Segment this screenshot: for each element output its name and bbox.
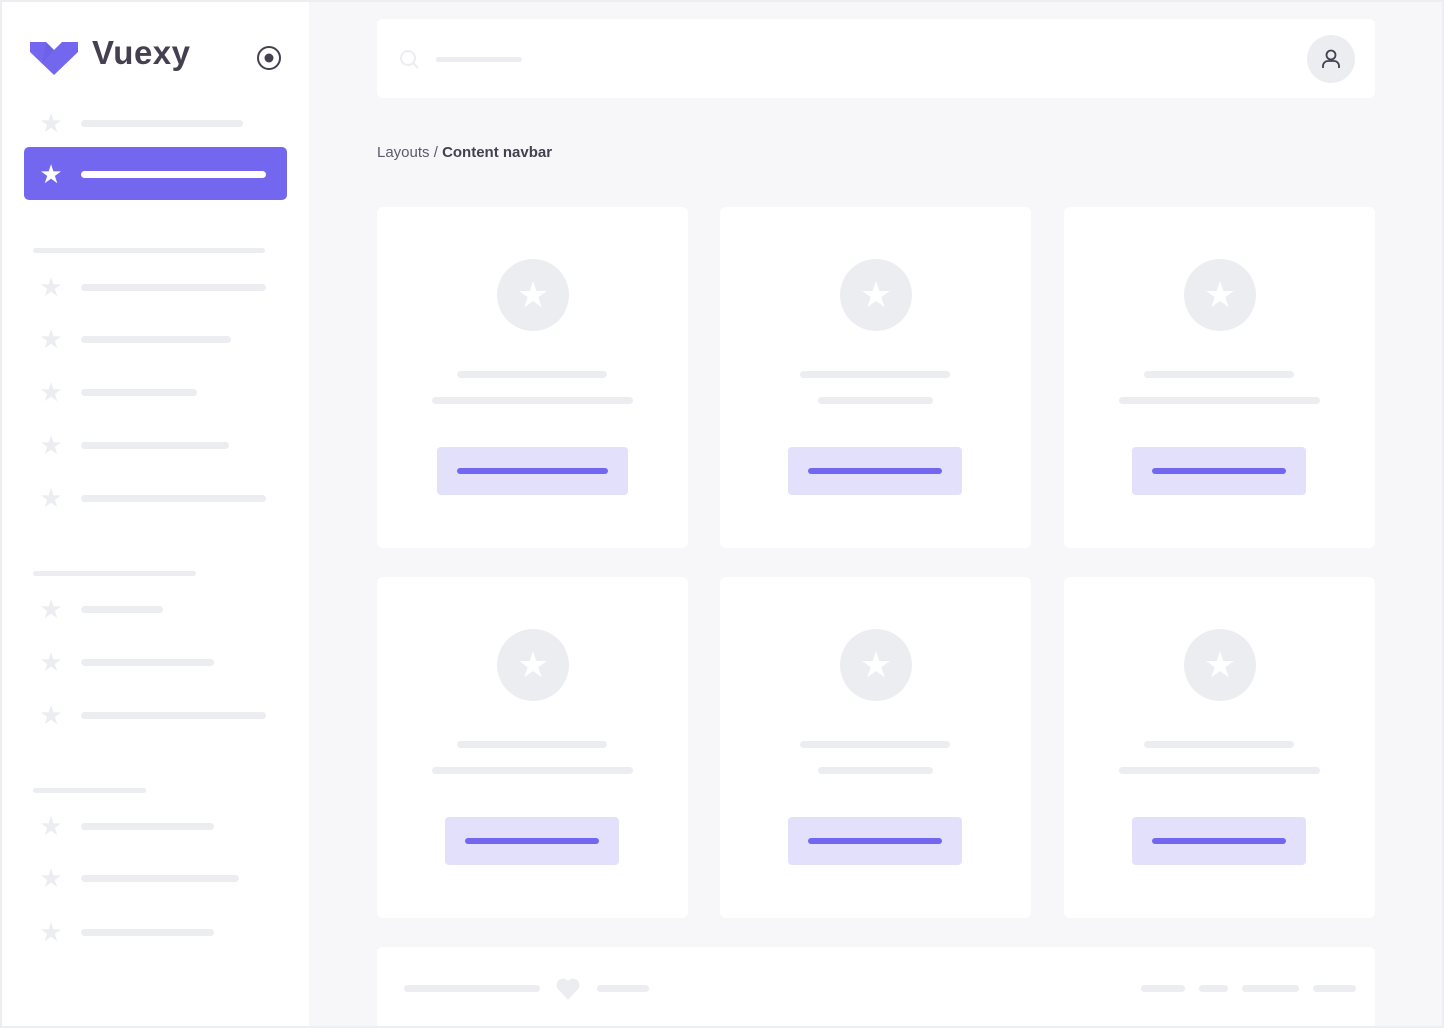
card-button[interactable] xyxy=(788,817,962,865)
star-icon: ★ xyxy=(39,594,63,624)
footer-link[interactable] xyxy=(1141,985,1185,992)
divider xyxy=(33,248,265,253)
star-icon: ★ xyxy=(497,259,569,331)
search-icon[interactable] xyxy=(399,49,421,71)
card-button[interactable] xyxy=(788,447,962,495)
card-button[interactable] xyxy=(437,447,628,495)
star-icon: ★ xyxy=(39,700,63,730)
star-icon: ★ xyxy=(840,259,912,331)
divider xyxy=(33,571,196,576)
star-icon: ★ xyxy=(840,629,912,701)
star-icon: ★ xyxy=(39,863,63,893)
user-icon xyxy=(1322,49,1340,68)
footer-link[interactable] xyxy=(1199,985,1228,992)
star-icon: ★ xyxy=(39,647,63,677)
card-button[interactable] xyxy=(1132,817,1306,865)
star-icon: ★ xyxy=(39,430,63,460)
card: ★ xyxy=(377,577,688,918)
card-button[interactable] xyxy=(1132,447,1306,495)
card: ★ xyxy=(720,207,1031,548)
star-icon: ★ xyxy=(1184,629,1256,701)
star-icon: ★ xyxy=(39,272,63,302)
footer-link[interactable] xyxy=(1242,985,1299,992)
breadcrumb-current: Content navbar xyxy=(442,144,553,161)
star-icon: ★ xyxy=(39,811,63,841)
star-icon: ★ xyxy=(39,324,63,354)
sidebar: Vuexy ★ ★ ★ ★ ★ ★ ★ ★ ★ ★ ★ ★ ★ xyxy=(2,2,309,1026)
star-icon: ★ xyxy=(39,159,63,189)
card: ★ xyxy=(377,207,688,548)
card: ★ xyxy=(1064,577,1375,918)
star-icon: ★ xyxy=(39,108,63,138)
breadcrumb-parent[interactable]: Layouts xyxy=(377,144,430,161)
vuexy-logo xyxy=(30,42,78,75)
heart-icon xyxy=(556,978,580,1000)
card-button[interactable] xyxy=(445,817,619,865)
star-icon: ★ xyxy=(1184,259,1256,331)
brand-name: Vuexy xyxy=(92,34,191,71)
footer xyxy=(377,947,1375,1026)
card: ★ xyxy=(1064,207,1375,548)
star-icon: ★ xyxy=(39,917,63,947)
star-icon: ★ xyxy=(39,483,63,513)
navbar xyxy=(377,19,1375,98)
footer-link[interactable] xyxy=(1313,985,1356,992)
breadcrumb: Layouts / Content navbar xyxy=(377,144,552,161)
search-input[interactable] xyxy=(436,57,522,62)
card: ★ xyxy=(720,577,1031,918)
sidebar-item-active[interactable]: ★ xyxy=(24,147,287,200)
user-avatar[interactable] xyxy=(1307,35,1355,83)
star-icon: ★ xyxy=(497,629,569,701)
star-icon: ★ xyxy=(39,377,63,407)
radio-circle-icon[interactable] xyxy=(256,45,282,71)
divider xyxy=(33,788,146,793)
breadcrumb-separator: / xyxy=(429,144,443,161)
